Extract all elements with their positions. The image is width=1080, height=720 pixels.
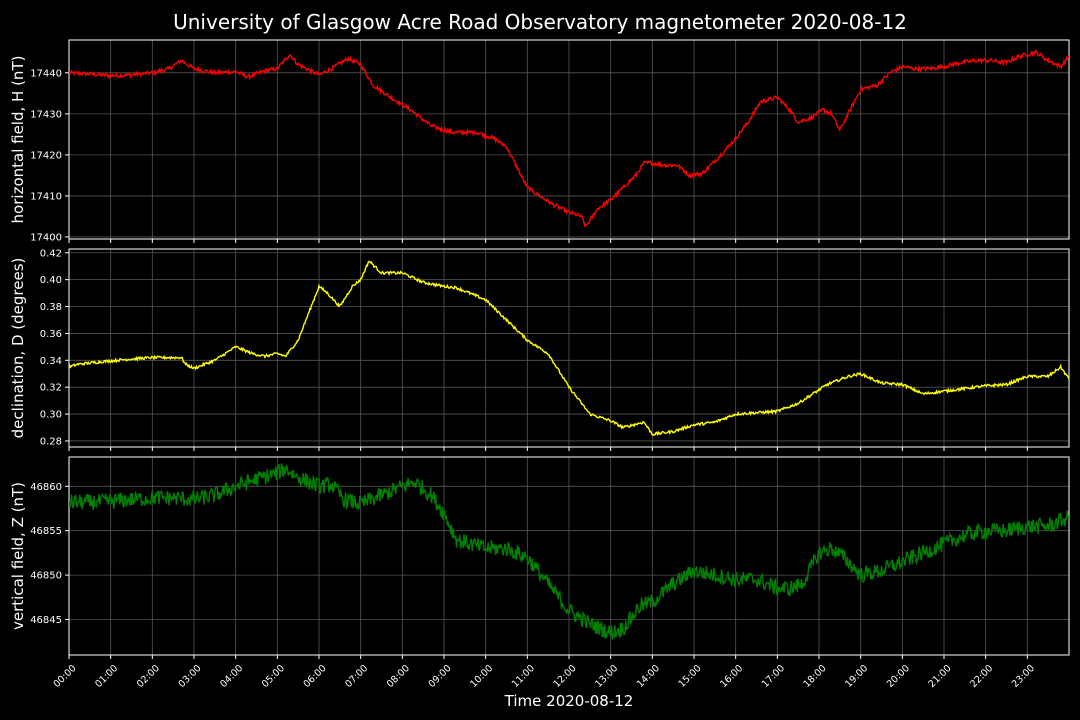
y-tick-label: 17400 xyxy=(30,232,62,243)
y-tick-label: 46850 xyxy=(30,571,62,582)
y-tick-label: 46855 xyxy=(30,526,62,537)
y-tick-label: 0.40 xyxy=(40,275,62,286)
x-axis-label: Time 2020-08-12 xyxy=(504,692,634,710)
chart-title: University of Glasgow Acre Road Observat… xyxy=(173,10,907,34)
y-tick-label: 0.36 xyxy=(40,329,62,340)
y-tick-label: 17420 xyxy=(30,150,62,161)
y-tick-label: 0.30 xyxy=(40,410,62,421)
y-tick-label: 0.42 xyxy=(40,248,62,259)
y-tick-label: 46845 xyxy=(30,615,62,626)
y-tick-label: 0.38 xyxy=(40,302,62,313)
y-axis-label-d: declination, D (degrees) xyxy=(9,258,27,439)
y-tick-label: 46860 xyxy=(30,482,62,493)
y-axis-label-h: horizontal field, H (nT) xyxy=(9,56,27,224)
y-tick-label: 0.28 xyxy=(40,436,62,447)
y-axis-label-z: vertical field, Z (nT) xyxy=(9,482,27,630)
y-tick-label: 17440 xyxy=(30,68,62,79)
y-tick-label: 17410 xyxy=(30,191,62,202)
series-line-h xyxy=(69,49,1069,228)
series-line-d xyxy=(69,260,1069,436)
panel-d: 0.28 0.30 0.32 0.34 0.36 0.38 0.40 0.42 declinat… xyxy=(9,248,1070,451)
y-tick-label: 0.34 xyxy=(40,356,62,367)
panel-frame xyxy=(68,248,1070,448)
panel-frame xyxy=(68,456,1070,656)
series-line-z xyxy=(69,463,1069,640)
y-tick-label: 0.32 xyxy=(40,383,62,394)
y-tick-label: 17430 xyxy=(30,109,62,120)
panel-frame xyxy=(68,39,1070,240)
